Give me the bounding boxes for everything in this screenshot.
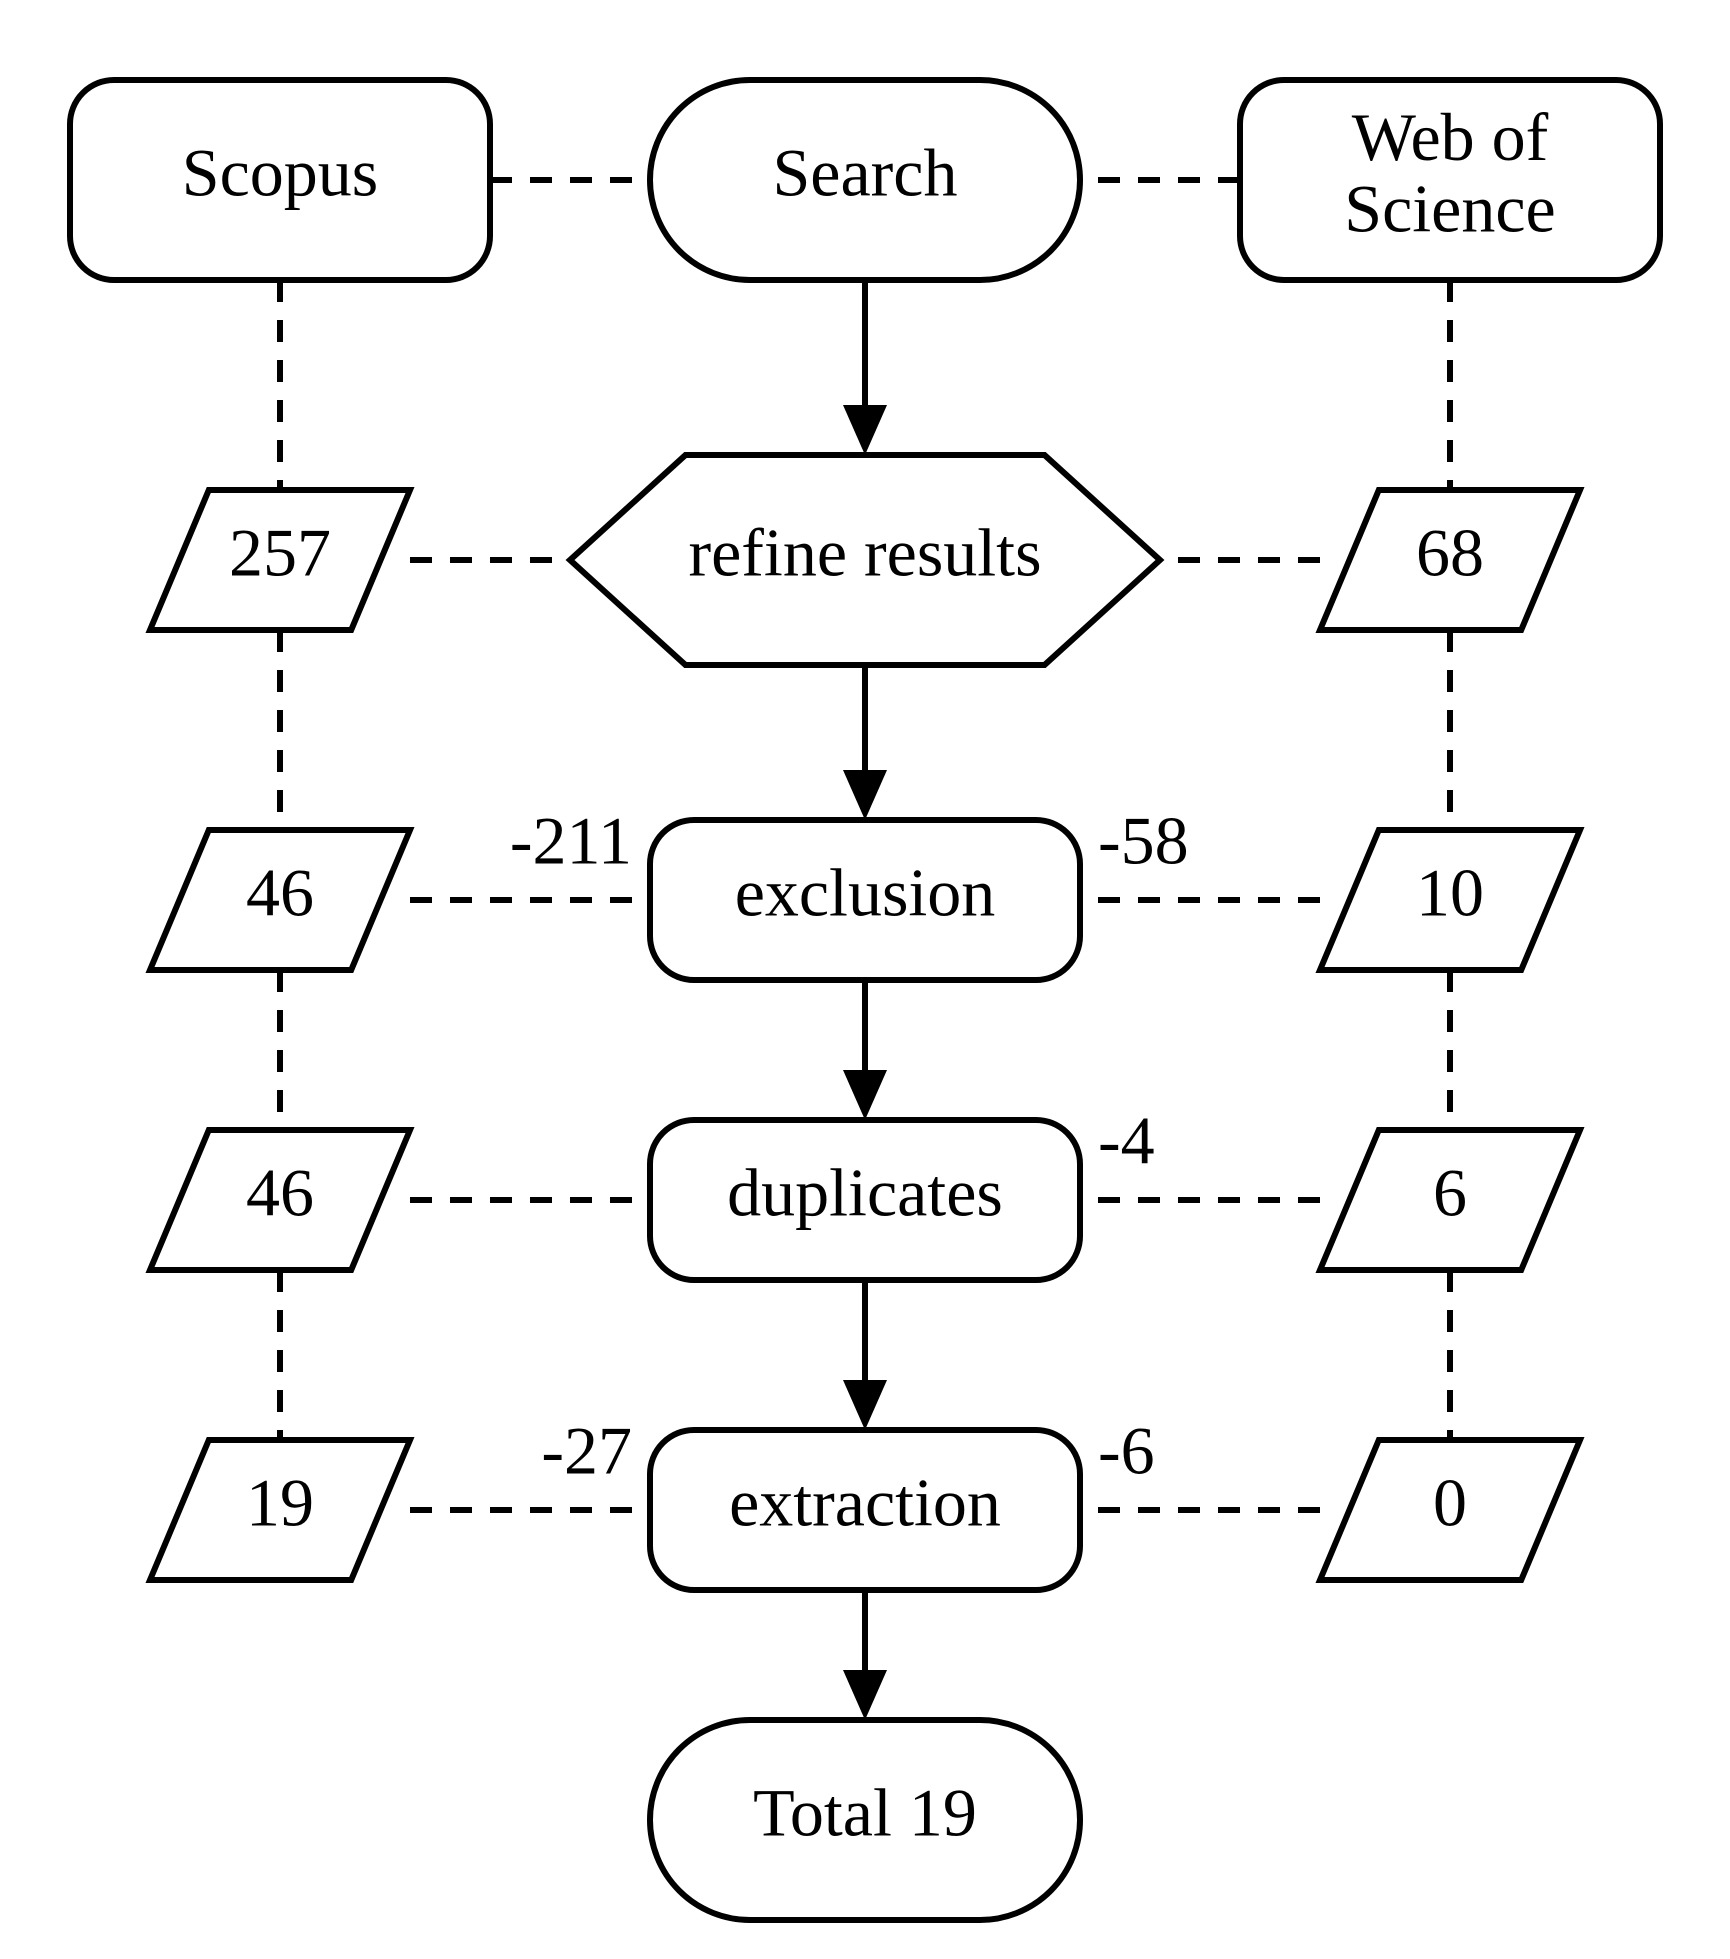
node-label-p68: 68 xyxy=(1416,515,1484,591)
node-label-refine: refine results xyxy=(688,515,1041,591)
arrowhead-icon xyxy=(843,1070,887,1120)
node-label-p19: 19 xyxy=(246,1465,314,1541)
edge-label-p10-exclusion: -58 xyxy=(1098,803,1189,879)
node-label-total: Total 19 xyxy=(753,1775,977,1851)
node-duplicates: duplicates xyxy=(650,1120,1080,1280)
node-label-scopus: Scopus xyxy=(182,135,378,211)
node-exclusion: exclusion xyxy=(650,820,1080,980)
node-search: Search xyxy=(650,80,1080,280)
flowchart-container: -211 -58 -4 -27 -6 Scopus Search Web ofScience r… xyxy=(0,0,1730,1959)
node-scopus: Scopus xyxy=(70,80,490,280)
node-extraction: extraction xyxy=(650,1430,1080,1590)
node-p257: 257 xyxy=(150,490,410,630)
node-p68: 68 xyxy=(1320,490,1580,630)
arrowhead-icon xyxy=(843,1670,887,1720)
edge-label-p46a-exclusion: -211 xyxy=(510,803,632,879)
arrowhead-icon xyxy=(843,1380,887,1430)
node-label-search: Search xyxy=(772,135,957,211)
arrowhead-icon xyxy=(843,770,887,820)
node-p6: 6 xyxy=(1320,1130,1580,1270)
edge-label-p0-extraction: -6 xyxy=(1098,1413,1155,1489)
node-p46b: 46 xyxy=(150,1130,410,1270)
node-label-p0: 0 xyxy=(1433,1465,1467,1541)
node-label-extraction: extraction xyxy=(729,1465,1001,1541)
arrowhead-icon xyxy=(843,405,887,455)
node-label-exclusion: exclusion xyxy=(735,855,996,931)
node-label-p46a: 46 xyxy=(246,855,314,931)
edge-label-p19-extraction: -27 xyxy=(541,1413,632,1489)
node-label-duplicates: duplicates xyxy=(727,1155,1003,1231)
node-refine: refine results xyxy=(570,455,1160,665)
edge-label-p6-duplicates: -4 xyxy=(1098,1103,1155,1179)
node-total: Total 19 xyxy=(650,1720,1080,1920)
flowchart-svg: -211 -58 -4 -27 -6 Scopus Search Web ofScience r… xyxy=(0,0,1730,1959)
node-p46a: 46 xyxy=(150,830,410,970)
node-label-p6: 6 xyxy=(1433,1155,1467,1231)
node-p19: 19 xyxy=(150,1440,410,1580)
node-label-p46b: 46 xyxy=(246,1155,314,1231)
node-label-p10: 10 xyxy=(1416,855,1484,931)
node-label-wos-line1: Science xyxy=(1344,170,1555,246)
node-p0: 0 xyxy=(1320,1440,1580,1580)
node-p10: 10 xyxy=(1320,830,1580,970)
node-wos: Web ofScience xyxy=(1240,80,1660,280)
node-label-wos-line0: Web of xyxy=(1352,99,1549,175)
node-label-p257: 257 xyxy=(229,515,331,591)
